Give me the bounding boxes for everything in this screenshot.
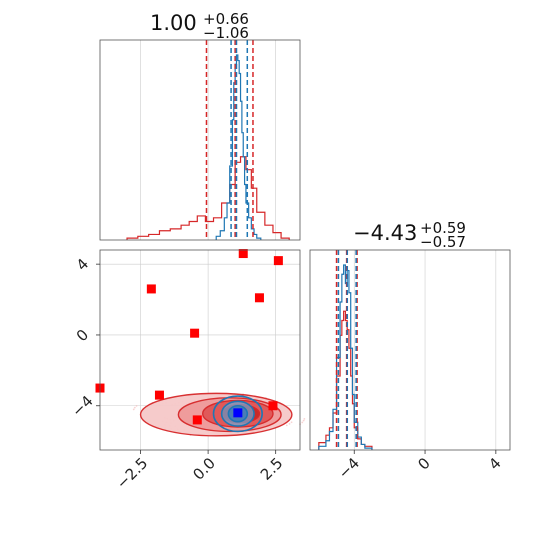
scatter-point-6 xyxy=(254,293,264,303)
param2-title-value: −4.43 xyxy=(353,221,417,245)
p1-hist-blue xyxy=(215,54,262,240)
p3-x-tick-label-1: 0 xyxy=(414,454,433,473)
sample-dot xyxy=(301,421,304,424)
joint-y-ticks: −4 0 4 xyxy=(68,255,100,420)
sample-dot xyxy=(288,422,291,425)
joint-contours xyxy=(132,392,306,437)
scatter-point-3 xyxy=(190,328,200,338)
histogram-param1-quantile-lines xyxy=(205,40,254,240)
scatter-point-2 xyxy=(154,390,164,400)
histogram-param2-quantile-lines xyxy=(335,250,358,450)
scatter-point-5 xyxy=(238,249,248,259)
joint-panel xyxy=(95,249,306,451)
p1-hist-red xyxy=(126,156,290,240)
sample-dot xyxy=(290,421,293,424)
sample-dot xyxy=(302,419,305,422)
param1-title-plus: +0.66 xyxy=(203,10,249,28)
histogram-param1-panel xyxy=(99,39,301,241)
joint-x-ticks: −2.5 0.0 2.5 xyxy=(113,450,287,493)
param1-title-minus: −1.06 xyxy=(203,24,249,42)
sample-dot xyxy=(285,424,288,427)
histogram-param2-series xyxy=(318,264,373,450)
y-tick-label-1: 0 xyxy=(73,326,92,345)
histogram-param2-x-ticks: −4 0 4 xyxy=(335,450,505,482)
param2-title-plus: +0.59 xyxy=(420,219,466,237)
scatter-point-1 xyxy=(146,284,156,294)
p3-hist-red xyxy=(318,310,373,450)
truth-point xyxy=(233,408,243,418)
p3-x-tick-label-0: −4 xyxy=(335,454,363,482)
joint-frame xyxy=(99,249,301,451)
param2-title-minus: −0.57 xyxy=(420,233,466,251)
histogram-param2-panel xyxy=(309,249,511,451)
histogram-param1-frame xyxy=(99,39,301,241)
sample-dot xyxy=(133,406,136,409)
histogram-param1-grid xyxy=(140,40,276,240)
p3-hist-blue xyxy=(318,264,373,450)
y-tick-label-2: 4 xyxy=(73,255,92,274)
sample-dot xyxy=(303,417,306,420)
sample-dot xyxy=(132,408,135,411)
histogram-param2-frame xyxy=(309,249,511,451)
x-tick-label-1: 0.0 xyxy=(189,454,219,484)
contour-blue-0 xyxy=(212,395,263,433)
y-tick-label-0: −4 xyxy=(68,392,96,420)
param1-title-value: 1.00 xyxy=(150,11,197,35)
x-tick-label-0: −2.5 xyxy=(113,454,151,492)
x-tick-label-2: 2.5 xyxy=(257,454,287,484)
histogram-param1-series xyxy=(126,54,290,240)
p3-x-tick-label-2: 4 xyxy=(485,454,504,473)
scatter-point-4 xyxy=(192,415,202,425)
histogram-param2-grid xyxy=(353,250,497,450)
sample-dot xyxy=(135,404,138,407)
scatter-point-8 xyxy=(273,256,283,266)
scatter-point-7 xyxy=(268,401,278,411)
